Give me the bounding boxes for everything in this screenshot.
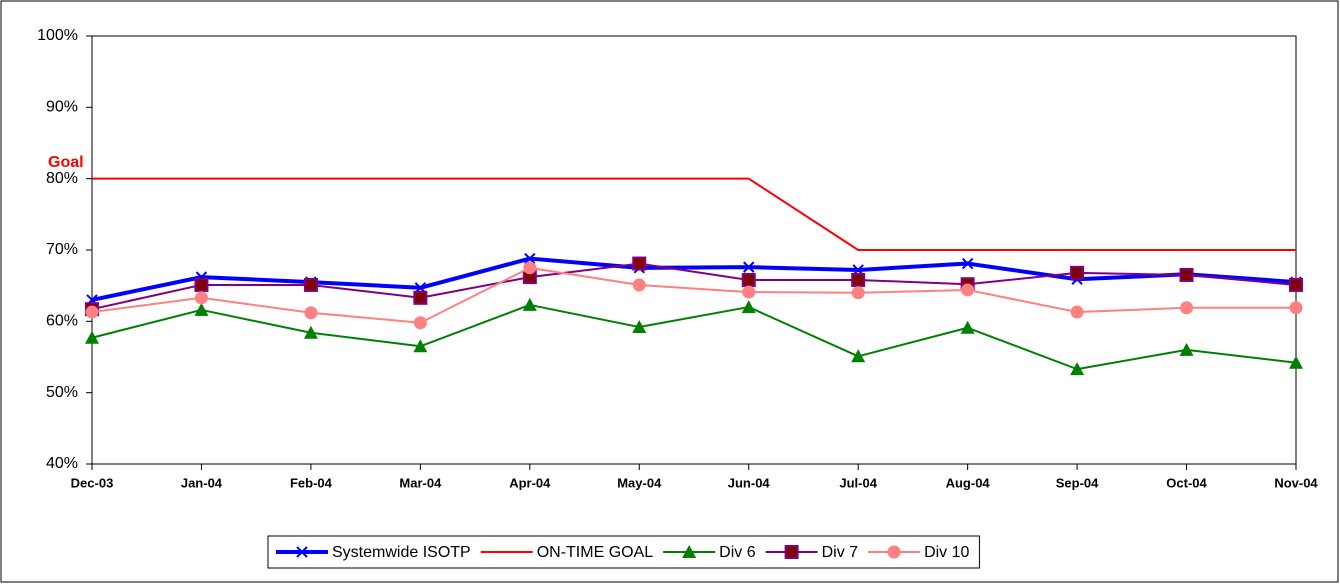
x-tick-label: Mar-04 [399, 475, 442, 490]
marker [961, 257, 974, 270]
marker [741, 272, 756, 287]
marker [304, 306, 318, 320]
y-tick-label: 100% [37, 27, 78, 44]
series-line [91, 256, 1297, 302]
marker [413, 339, 428, 353]
x-tick-label: Jul-04 [839, 475, 877, 490]
y-tick-label: 70% [46, 241, 78, 258]
y-tick-label: 50% [46, 384, 78, 401]
legend-label: Div 6 [719, 544, 756, 561]
x-tick-label: May-04 [617, 475, 662, 490]
marker [194, 291, 208, 305]
marker [413, 316, 427, 330]
annotation: Goal [48, 154, 84, 171]
legend-label: Div 10 [924, 544, 969, 561]
x-tick-label: Feb-04 [290, 475, 333, 490]
legend-label: Div 7 [822, 544, 859, 561]
marker [523, 261, 537, 275]
marker [632, 256, 647, 271]
marker [961, 283, 975, 297]
marker [1289, 355, 1303, 369]
legend-box [267, 535, 980, 569]
marker [296, 546, 308, 558]
marker [1180, 301, 1194, 315]
marker [960, 320, 975, 334]
marker [632, 278, 646, 292]
x-tick-label: Aug-04 [946, 475, 991, 490]
legend-label: ON-TIME GOAL [537, 544, 654, 561]
marker [851, 272, 866, 287]
marker [524, 252, 536, 265]
marker [303, 277, 318, 292]
marker [1289, 277, 1303, 292]
marker [1179, 267, 1194, 282]
marker [1289, 301, 1303, 315]
legend-label: Systemwide ISOTP [332, 544, 471, 561]
x-tick-label: Oct-04 [1166, 475, 1207, 490]
marker [85, 305, 99, 319]
marker [743, 261, 755, 273]
y-tick-label: 40% [46, 455, 78, 472]
y-tick-label: 90% [46, 99, 78, 116]
x-tick-label: Nov-04 [1274, 475, 1318, 490]
marker [194, 277, 209, 292]
marker [632, 320, 647, 334]
marker [85, 330, 99, 344]
y-tick-label: 80% [46, 170, 78, 187]
x-tick-label: Apr-04 [509, 475, 551, 490]
series-line [92, 177, 1296, 251]
marker [1070, 265, 1085, 280]
series-line [91, 266, 1296, 324]
x-tick-label: Sep-04 [1056, 475, 1099, 490]
y-tick-label: 60% [46, 313, 78, 330]
marker [784, 545, 799, 559]
marker [413, 290, 428, 305]
marker [194, 302, 209, 316]
marker [851, 349, 866, 363]
marker [741, 300, 756, 314]
x-tick-label: Jan-04 [181, 475, 223, 490]
marker [1070, 305, 1084, 319]
marker [1070, 362, 1085, 376]
marker [522, 297, 537, 311]
marker [742, 285, 756, 299]
x-tick-label: Jun-04 [728, 475, 771, 490]
x-tick-label: Dec-03 [71, 475, 114, 490]
series-line [91, 262, 1297, 311]
series-line [91, 303, 1297, 371]
marker [1179, 342, 1194, 356]
marker [682, 545, 697, 558]
marker [887, 545, 901, 559]
legend: Systemwide ISOTP ON-TIME GOAL Div 6 Div 7 Di… [267, 535, 980, 569]
marker [851, 286, 865, 300]
marker [303, 325, 318, 339]
